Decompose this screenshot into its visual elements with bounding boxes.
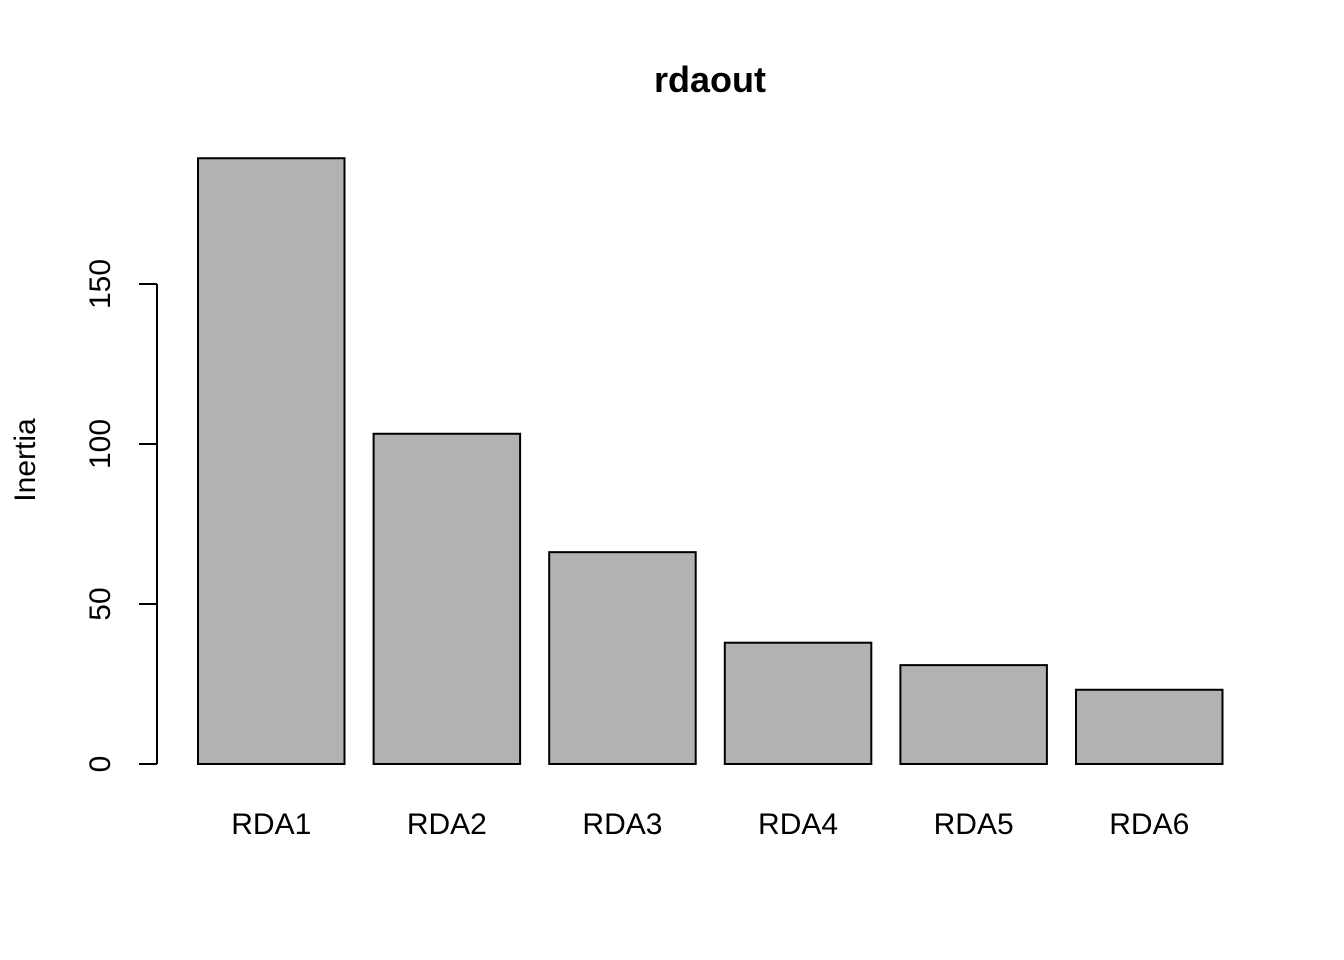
y-tick-label: 50 bbox=[84, 587, 117, 620]
bar-rda1 bbox=[197, 157, 346, 766]
y-tick-label: 0 bbox=[84, 756, 117, 773]
x-tick-label-rda5: RDA5 bbox=[934, 808, 1014, 841]
bar-rda3 bbox=[548, 551, 697, 765]
y-axis-label: Inertia bbox=[9, 418, 42, 502]
x-tick-labels: RDA1 RDA2 RDA3 RDA4 RDA5 RDA6 bbox=[231, 808, 1189, 841]
bar-rda5 bbox=[899, 664, 1048, 765]
y-tick-label: 100 bbox=[84, 419, 117, 469]
x-tick-label-rda6: RDA6 bbox=[1109, 808, 1189, 841]
x-tick-label-rda4: RDA4 bbox=[758, 808, 838, 841]
chart-title: rdaout bbox=[654, 59, 766, 100]
x-tick-label-rda3: RDA3 bbox=[582, 808, 662, 841]
bar-rda2 bbox=[372, 432, 522, 765]
y-axis: 0 50 100 150 bbox=[84, 259, 158, 773]
y-tick-label: 150 bbox=[84, 259, 117, 309]
bar-rda6 bbox=[1075, 688, 1224, 766]
x-tick-label-rda2: RDA2 bbox=[407, 808, 487, 841]
bars-group bbox=[197, 157, 1224, 766]
bar-rda4 bbox=[723, 641, 873, 765]
x-tick-label-rda1: RDA1 bbox=[231, 808, 311, 841]
